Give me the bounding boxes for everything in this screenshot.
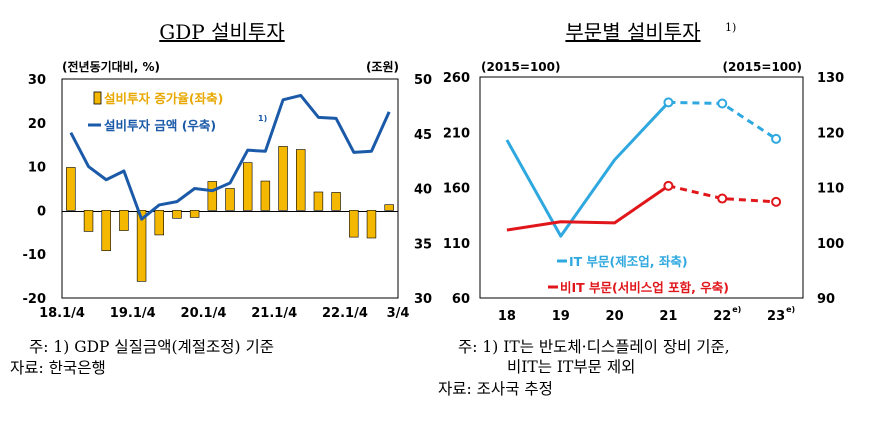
left-x-tick-label: 3/4: [387, 306, 410, 321]
series-marker: [663, 180, 674, 191]
right-x-tick-label: 20: [606, 309, 624, 324]
left-y-tick-labels: 30 20 10 0 -10 -20: [23, 73, 47, 307]
right-chart-right-y-tick-label: 130: [817, 71, 844, 86]
right-note-line2: 비IT는 IT부문 제외: [507, 358, 635, 376]
left-chart-right-y-tick-label: 30: [414, 292, 432, 307]
bar: [172, 210, 182, 219]
left-line-series: [69, 93, 391, 221]
left-y-tick-label: -10: [23, 248, 47, 263]
right-chart-right-unit: (2015=100): [723, 60, 802, 74]
left-chart-right-y-tick-label: 40: [414, 183, 432, 198]
bar: [225, 188, 235, 211]
left-chart-right-y-tick-label: 35: [414, 237, 432, 252]
left-plot-frame: [61, 78, 399, 299]
left-y-tick-label: 30: [28, 73, 46, 88]
right-chart-left-y-tick-labels: 260 210 160 110 60: [443, 71, 470, 307]
right-chart-right-y-tick-label: 100: [817, 237, 844, 252]
right-chart-left-unit: (2015=100): [481, 60, 560, 74]
right-chart-right-y-tick-labels: 130 120 110 100 90: [817, 71, 844, 307]
right-x-tick-label: 22: [713, 309, 731, 324]
bar: [331, 192, 341, 211]
left-x-tick-label: 22.1/4: [322, 306, 368, 321]
left-chart-title: GDP 설비투자: [159, 20, 284, 44]
legend-line-sup: 1): [258, 114, 267, 123]
right-chart-title-sup: 1): [725, 21, 736, 34]
bar: [154, 210, 164, 236]
right-source: 자료: 조사국 추정: [438, 380, 553, 398]
left-legend: 설비투자 증가율(좌축) 설비투자 금액 (우축) 1): [88, 91, 267, 133]
bar: [384, 204, 394, 211]
right-chart-left-y-tick-label: 210: [443, 126, 470, 141]
bar: [66, 167, 76, 211]
right-x-tick-labels: 18 19 20 21 22 e) 23 e): [498, 305, 795, 324]
right-chart-right-y-tick-label: 110: [817, 182, 844, 197]
bar: [101, 210, 111, 251]
series-line-actual: [505, 101, 670, 238]
legend-bar-label: 설비투자 증가율(좌축): [104, 91, 223, 106]
series-line-actual: [506, 184, 670, 232]
left-x-tick-label: 19.1/4: [110, 306, 156, 321]
right-x-tick-sup: e): [786, 305, 795, 314]
right-chart: 부문별 설비투자 1) (2015=100) (2015=100) 260 210…: [438, 20, 844, 398]
legend-bar-swatch: [93, 91, 102, 105]
right-chart-right-y-tick-label: 120: [817, 126, 844, 141]
legend-it-label: IT 부문(제조업, 좌축): [569, 254, 688, 269]
left-chart-right-y-tick-label: 50: [414, 73, 432, 88]
right-x-tick-label: 23: [767, 309, 785, 324]
bar: [366, 210, 377, 239]
right-x-tick-label: 21: [659, 309, 677, 324]
right-legend: IT 부문(제조업, 좌축) 비IT 부문(서비스업 포함, 우축): [548, 254, 729, 295]
bar: [349, 210, 359, 238]
series-marker: [663, 97, 674, 108]
left-x-tick-label: 20.1/4: [181, 306, 227, 321]
line-path: [69, 93, 391, 221]
series-marker: [771, 133, 782, 144]
left-y-tick-label: 10: [28, 161, 46, 176]
right-plot-frame: [479, 76, 804, 299]
right-x-tick-label: 18: [498, 309, 516, 324]
right-chart-left-y-tick-label: 160: [443, 182, 470, 197]
legend-line-label: 설비투자 금액 (우축): [104, 118, 216, 133]
right-note-line1: 주: 1) IT는 반도체·디스플레이 장비 기준,: [458, 338, 730, 356]
bar: [242, 162, 253, 211]
series-line-estimate: [668, 184, 777, 204]
right-chart-right-y-tick-label: 90: [817, 292, 835, 307]
left-y-tick-label: -20: [23, 292, 47, 307]
left-note: 주: 1) GDP 실질금액(계절조정) 기준: [29, 338, 274, 356]
legend-nonit-label: 비IT 부문(서비스업 포함, 우축): [560, 280, 729, 295]
bar: [189, 210, 200, 218]
left-chart-right-y-tick-label: 45: [414, 128, 432, 143]
series-marker: [717, 193, 728, 204]
left-chart-left-unit: (전년동기대비, %): [62, 59, 160, 74]
bar: [296, 149, 306, 211]
left-chart-right-unit: (조원): [366, 60, 399, 74]
bar: [278, 146, 288, 211]
right-x-tick-sup: e): [732, 305, 741, 314]
series-marker: [717, 98, 728, 109]
left-y-tick-label: 20: [28, 117, 46, 132]
left-x-tick-labels: 18.1/4 19.1/4 20.1/4 21.1/4 22.1/4 3/4: [39, 306, 409, 321]
left-chart-right-y-tick-labels: 50 45 40 35 30: [414, 73, 432, 307]
left-chart: GDP 설비투자 (전년동기대비, %) (조원) 3020100-10-20 …: [10, 20, 432, 377]
right-chart-left-y-tick-label: 110: [443, 237, 470, 252]
right-chart-left-y-tick-label: 60: [452, 292, 470, 307]
right-x-tick-label: 19: [552, 309, 570, 324]
series-marker: [771, 196, 782, 207]
right-chart-title: 부문별 설비투자: [565, 20, 700, 44]
bar: [83, 210, 94, 232]
left-source: 자료: 한국은행: [10, 359, 106, 377]
bar: [207, 181, 218, 211]
bar: [136, 210, 147, 282]
right-line-series: [505, 97, 782, 238]
left-x-tick-label: 21.1/4: [251, 306, 297, 321]
left-bar-series: [66, 146, 394, 282]
bar: [119, 210, 129, 231]
right-chart-left-y-tick-label: 260: [443, 71, 470, 86]
left-y-tick-label: 0: [37, 204, 46, 219]
bar: [260, 180, 271, 211]
left-x-tick-label: 18.1/4: [39, 306, 85, 321]
bar: [313, 191, 324, 211]
